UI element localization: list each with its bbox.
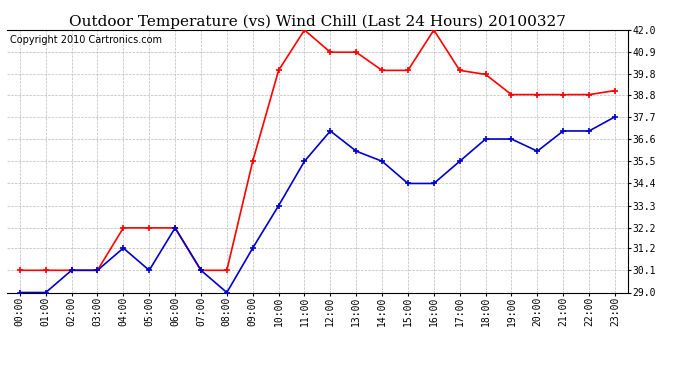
Title: Outdoor Temperature (vs) Wind Chill (Last 24 Hours) 20100327: Outdoor Temperature (vs) Wind Chill (Las…: [69, 15, 566, 29]
Text: Copyright 2010 Cartronics.com: Copyright 2010 Cartronics.com: [10, 35, 162, 45]
